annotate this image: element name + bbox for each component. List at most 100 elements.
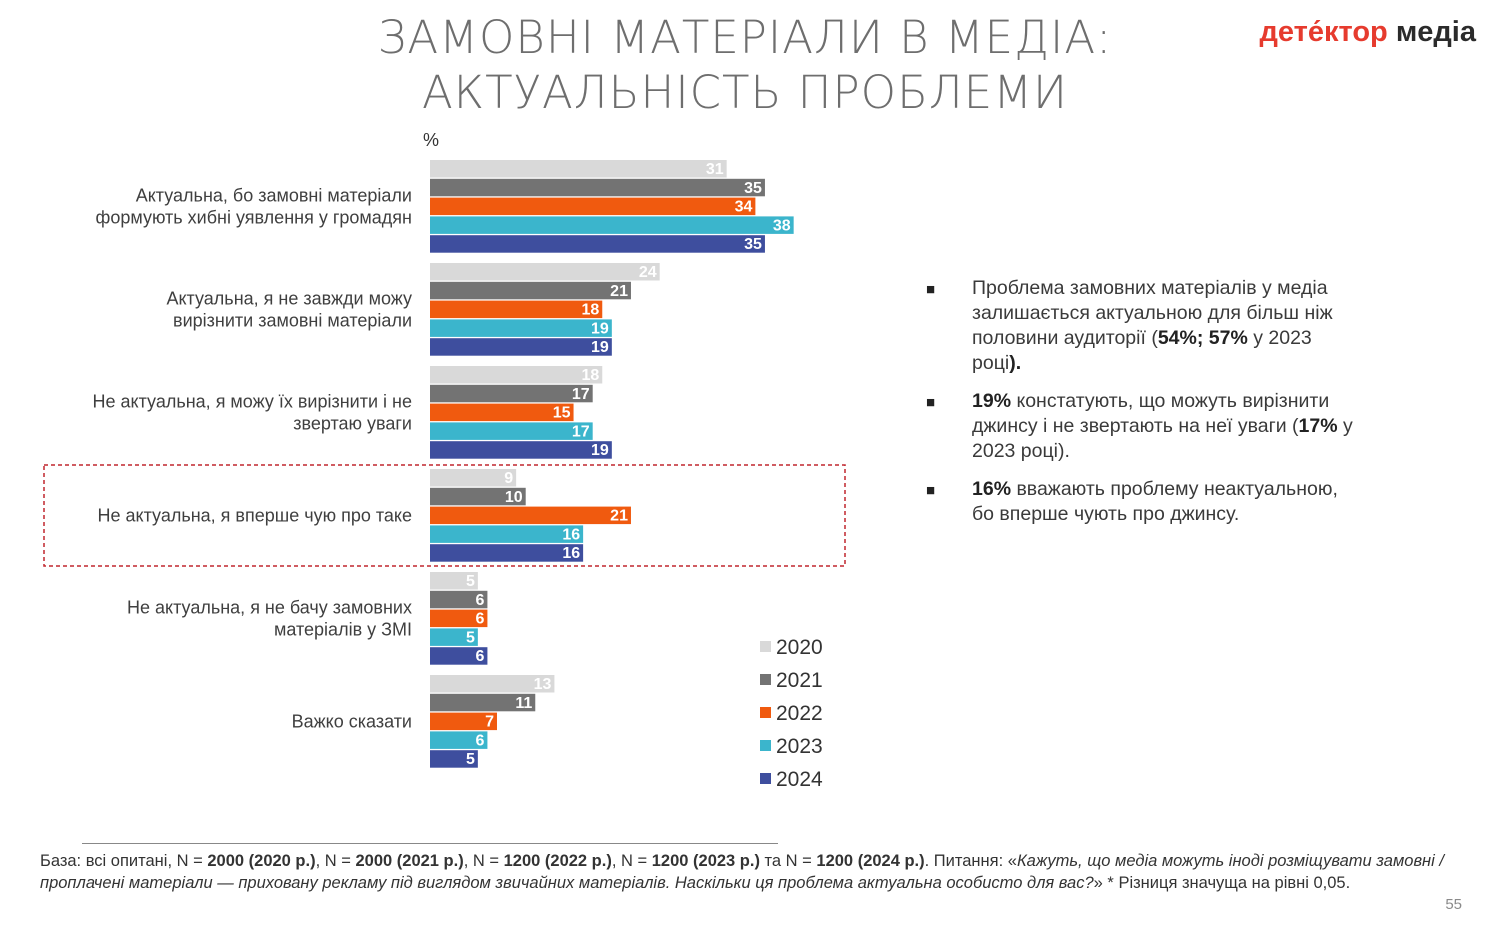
bar-2023: [430, 731, 488, 749]
category-label: Не актуальна, я вперше чую про таке: [97, 505, 412, 525]
highlight-frame: [43, 464, 846, 567]
bar-value-label: 6: [476, 732, 485, 749]
bar-2024: [430, 235, 765, 253]
bullet-square-icon: ■: [926, 281, 936, 298]
footnote: База: всі опитані, N = 2000 (2020 р.), N…: [40, 850, 1480, 894]
bar-2023: [430, 319, 612, 337]
bar-value-label: 16: [562, 545, 580, 562]
legend-label-2020: 2020: [776, 636, 823, 659]
finding-text: вважають проблему неактуальною, бо вперш…: [972, 478, 1338, 525]
page-number: 55: [1445, 896, 1462, 913]
finding-text: констатують, що можуть вирізнити джинсу …: [972, 390, 1330, 437]
category-label: Не актуальна, я не бачу замовних матеріал…: [127, 597, 412, 639]
bar-2021: [430, 590, 488, 609]
bar-2020: [430, 160, 727, 178]
bar-value-label: 7: [485, 714, 494, 731]
bar-value-label: 6: [476, 648, 485, 665]
bar-2020: [430, 675, 555, 693]
category-label: Актуальна, я не завжди можу вирізнити зам…: [166, 288, 412, 330]
bar-2022: [430, 403, 574, 422]
finding-text: 19%: [972, 390, 1012, 412]
footnote-text: 1200 (2022 р.): [503, 852, 612, 870]
footnote-text: 1200 (2023 р.): [651, 852, 760, 870]
finding-text: 57%: [1208, 327, 1248, 349]
footnote-text: 1200 (2024 р.): [816, 852, 925, 870]
bar-value-label: 19: [591, 320, 609, 337]
bar-2021: [430, 487, 526, 506]
bar-2022: [430, 300, 603, 319]
legend-swatch-2022: [760, 707, 771, 718]
bar-value-label: 34: [735, 199, 753, 216]
footnote-text: 2000 (2020 р.): [207, 852, 316, 870]
bar-value-label: 16: [562, 526, 580, 543]
bar-value-label: 21: [610, 508, 628, 525]
detector-media-logo: дете́ктор медіа: [1260, 16, 1476, 49]
finding-text: у 2023 році).: [972, 415, 1353, 462]
bar-value-label: 5: [466, 751, 475, 768]
footnote-text: База: всі опитані, N =: [40, 852, 208, 870]
bar-value-label: 35: [744, 180, 762, 197]
finding-bullet: ■ Проблема замовних матеріалів у медіа за…: [922, 276, 1362, 376]
bar-2023: [430, 422, 593, 440]
footnote-text: 2000 (2021 р.): [355, 852, 464, 870]
footnote-text: , N =: [463, 852, 504, 870]
footnote-text: , N =: [611, 852, 652, 870]
finding-bullet: ■ 16% вважають проблему неактуальною, бо…: [922, 477, 1362, 527]
bar-2020: [430, 366, 603, 384]
bar-2023: [430, 216, 794, 234]
category-label: Важко сказати: [292, 711, 412, 731]
bar-value-label: 18: [581, 302, 599, 319]
bar-value-label: 6: [476, 592, 485, 609]
footnote-text: » * Різниця значуща на рівні 0,05.: [1093, 874, 1351, 892]
unit-label: %: [423, 130, 439, 150]
bar-2022: [430, 197, 756, 216]
bar-value-label: 5: [466, 573, 475, 590]
legend-label-2022: 2022: [776, 702, 823, 725]
category-label: Не актуальна, я можу їх вирізнити і не зв…: [93, 391, 413, 433]
bar-value-label: 15: [553, 405, 571, 422]
footnote-text: , N =: [315, 852, 356, 870]
key-findings-list: ■ Проблема замовних матеріалів у медіа за…: [922, 276, 1362, 540]
bar-value-label: 9: [504, 470, 513, 487]
bar-value-label: 6: [476, 611, 485, 628]
category-label: Актуальна, бо замовні матеріали формують …: [96, 185, 412, 227]
finding-text: 54%;: [1157, 327, 1204, 349]
logo-part-2: медіа: [1387, 16, 1476, 48]
bar-value-label: 31: [706, 161, 724, 178]
legend-swatch-2023: [760, 740, 771, 751]
bar-value-label: 5: [466, 629, 475, 646]
legend-label-2021: 2021: [776, 669, 823, 692]
legend-swatch-2021: [760, 674, 771, 685]
bar-value-label: 38: [773, 217, 791, 234]
bar-2022: [430, 712, 497, 731]
bar-2020: [430, 469, 517, 487]
bullet-square-icon: ■: [926, 394, 936, 411]
bullet-square-icon: ■: [926, 482, 936, 499]
bar-2022: [430, 609, 488, 628]
bar-2020: [430, 572, 478, 590]
finding-text: у 2023 році: [972, 327, 1312, 374]
logo-part-1: дете́ктор: [1259, 16, 1388, 48]
bar-2022: [430, 506, 631, 525]
bar-value-label: 21: [610, 283, 628, 300]
finding-text: 16%: [972, 478, 1012, 500]
finding-text: Проблема замовних матеріалів у медіа зал…: [972, 277, 1333, 349]
bar-value-label: 35: [744, 236, 762, 253]
bar-2023: [430, 525, 584, 543]
finding-text: ).: [1009, 352, 1022, 374]
legend-label-2023: 2023: [776, 735, 823, 758]
bar-value-label: 17: [572, 386, 590, 403]
bar-value-label: 10: [505, 489, 523, 506]
bar-2024: [430, 647, 488, 665]
finding-bullet: ■ 19% констатують, що можуть вирізнити дж…: [922, 389, 1362, 464]
footnote-text: . Питання: «: [924, 852, 1017, 870]
legend-swatch-2020: [760, 641, 771, 652]
legend-swatch-2024: [760, 773, 771, 784]
bar-value-label: 19: [591, 442, 609, 459]
slide-title-line-1: ЗАМОВНІ МАТЕРІАЛИ В МЕДІА:: [377, 11, 1113, 64]
bar-value-label: 24: [639, 264, 657, 281]
bar-2021: [430, 281, 631, 300]
bar-2021: [430, 178, 765, 197]
slide-title-line-2: АКТУАЛЬНІСТЬ ПРОБЛЕМИ: [421, 66, 1069, 119]
